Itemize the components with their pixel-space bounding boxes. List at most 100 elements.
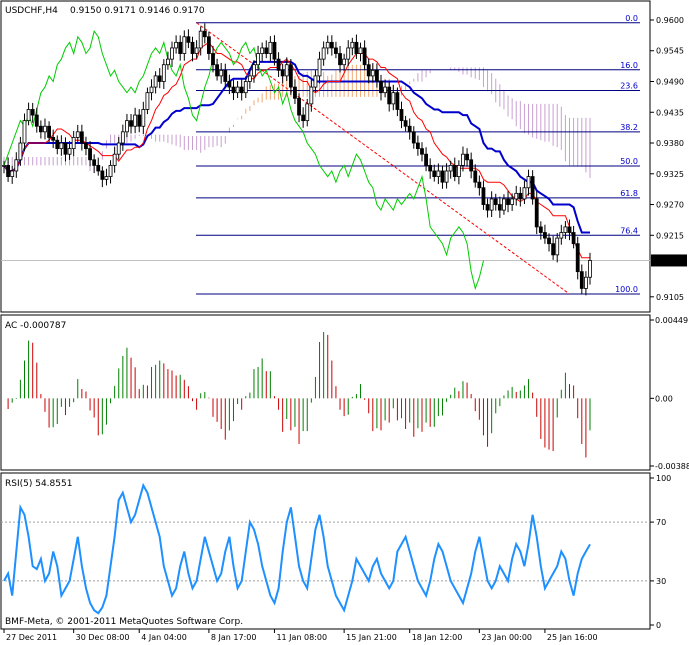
candle: [415, 135, 420, 156]
fib-label: 16.0: [620, 61, 638, 70]
bear-candle: [432, 170, 437, 177]
candle: [116, 137, 121, 160]
candle: [432, 164, 437, 182]
candle: [358, 42, 363, 62]
bear-candle: [55, 139, 60, 150]
candle: [108, 160, 113, 184]
candle: [354, 34, 359, 59]
candle: [579, 264, 584, 295]
bear-candle: [79, 131, 84, 144]
bear-candle: [88, 148, 92, 161]
candle: [239, 79, 244, 101]
candle: [543, 224, 547, 244]
bull-candle: [317, 58, 322, 77]
bear-candle: [543, 232, 547, 239]
bear-candle: [47, 125, 51, 138]
rsi-axis: 100 70 30 0: [650, 474, 671, 630]
candle: [157, 68, 162, 89]
bear-candle: [420, 148, 424, 155]
candle: [391, 84, 396, 111]
bear-candle: [186, 36, 191, 43]
candle: [379, 74, 383, 101]
price-tick-label: 0.9325: [656, 170, 684, 179]
bull-candle: [325, 41, 330, 49]
current-price-tag: 0.9170: [651, 254, 687, 267]
rsi-tick-label: 100: [656, 474, 671, 483]
bear-candle: [288, 64, 293, 88]
candle: [100, 166, 105, 188]
bear-candle: [276, 58, 281, 71]
candle: [243, 76, 248, 99]
candle: [334, 41, 338, 59]
candle: [407, 118, 412, 140]
bear-candle: [329, 41, 334, 49]
bull-candle: [141, 109, 146, 127]
candle: [22, 113, 27, 151]
candle: [129, 113, 133, 134]
bull-candle: [219, 69, 224, 77]
bear-candle: [534, 198, 539, 228]
bear-candle: [178, 41, 183, 54]
bear-candle: [411, 131, 416, 144]
fibonacci-levels: 0.0 16.0 23.6 38.2 50.0 61.8 76.4 100.0: [1, 14, 650, 295]
rsi-series: [1, 482, 650, 615]
bear-candle: [338, 53, 342, 66]
ac-tick-label: -0.00388: [655, 462, 689, 471]
bear-candle: [297, 97, 301, 116]
bear-candle: [493, 198, 498, 205]
bear-candle: [100, 170, 105, 180]
bear-candle: [223, 69, 228, 82]
candle: [194, 40, 199, 59]
candle: [559, 224, 564, 245]
bear-candle: [206, 36, 211, 54]
bull-candle: [235, 86, 240, 94]
candle: [141, 101, 146, 134]
time-tick-label: 25 Jan 16:00: [547, 633, 598, 642]
ac-panel: [0, 314, 651, 471]
candle: [125, 113, 129, 138]
price-tick-label: 0.9105: [656, 293, 684, 302]
candle: [137, 109, 142, 133]
bull-candle: [166, 58, 170, 66]
bull-candle: [313, 75, 318, 88]
bull-candle: [116, 142, 121, 155]
candle: [276, 52, 281, 77]
bear-candle: [379, 81, 383, 94]
ac-tick-label: 0.00449: [655, 316, 688, 325]
candle: [63, 137, 68, 162]
candle: [489, 191, 494, 218]
bull-candle: [194, 47, 199, 54]
bear-candle: [387, 86, 392, 105]
candle: [206, 31, 211, 60]
bull-candle: [444, 170, 449, 183]
candle: [481, 180, 486, 210]
candle: [493, 193, 498, 211]
bull-candle: [563, 226, 568, 233]
candle: [88, 141, 92, 167]
bear-candle: [272, 41, 277, 60]
bull-candle: [153, 75, 158, 88]
bear-candle: [6, 164, 10, 177]
bull-candle: [350, 41, 355, 49]
price-candles: [2, 23, 592, 296]
bear-candle: [571, 232, 576, 245]
candle: [497, 196, 502, 218]
bear-candle: [334, 47, 338, 54]
bull-candle: [514, 192, 519, 200]
bear-candle: [481, 187, 486, 205]
candle: [346, 40, 351, 67]
candle: [71, 130, 76, 157]
bear-candle: [227, 81, 232, 88]
fib-label: 76.4: [620, 226, 638, 235]
candle: [202, 23, 207, 44]
candle: [235, 81, 240, 99]
time-tick-label: 18 Jan 12:00: [412, 633, 463, 642]
candle: [321, 41, 326, 66]
bear-candle: [407, 125, 412, 133]
time-tick-label: 11 Jan 08:00: [276, 633, 327, 642]
bull-candle: [161, 64, 166, 82]
candle: [338, 45, 342, 73]
time-tick-label: 27 Dec 2011: [6, 633, 57, 642]
bear-candle: [38, 125, 43, 133]
bear-candle: [579, 271, 584, 289]
